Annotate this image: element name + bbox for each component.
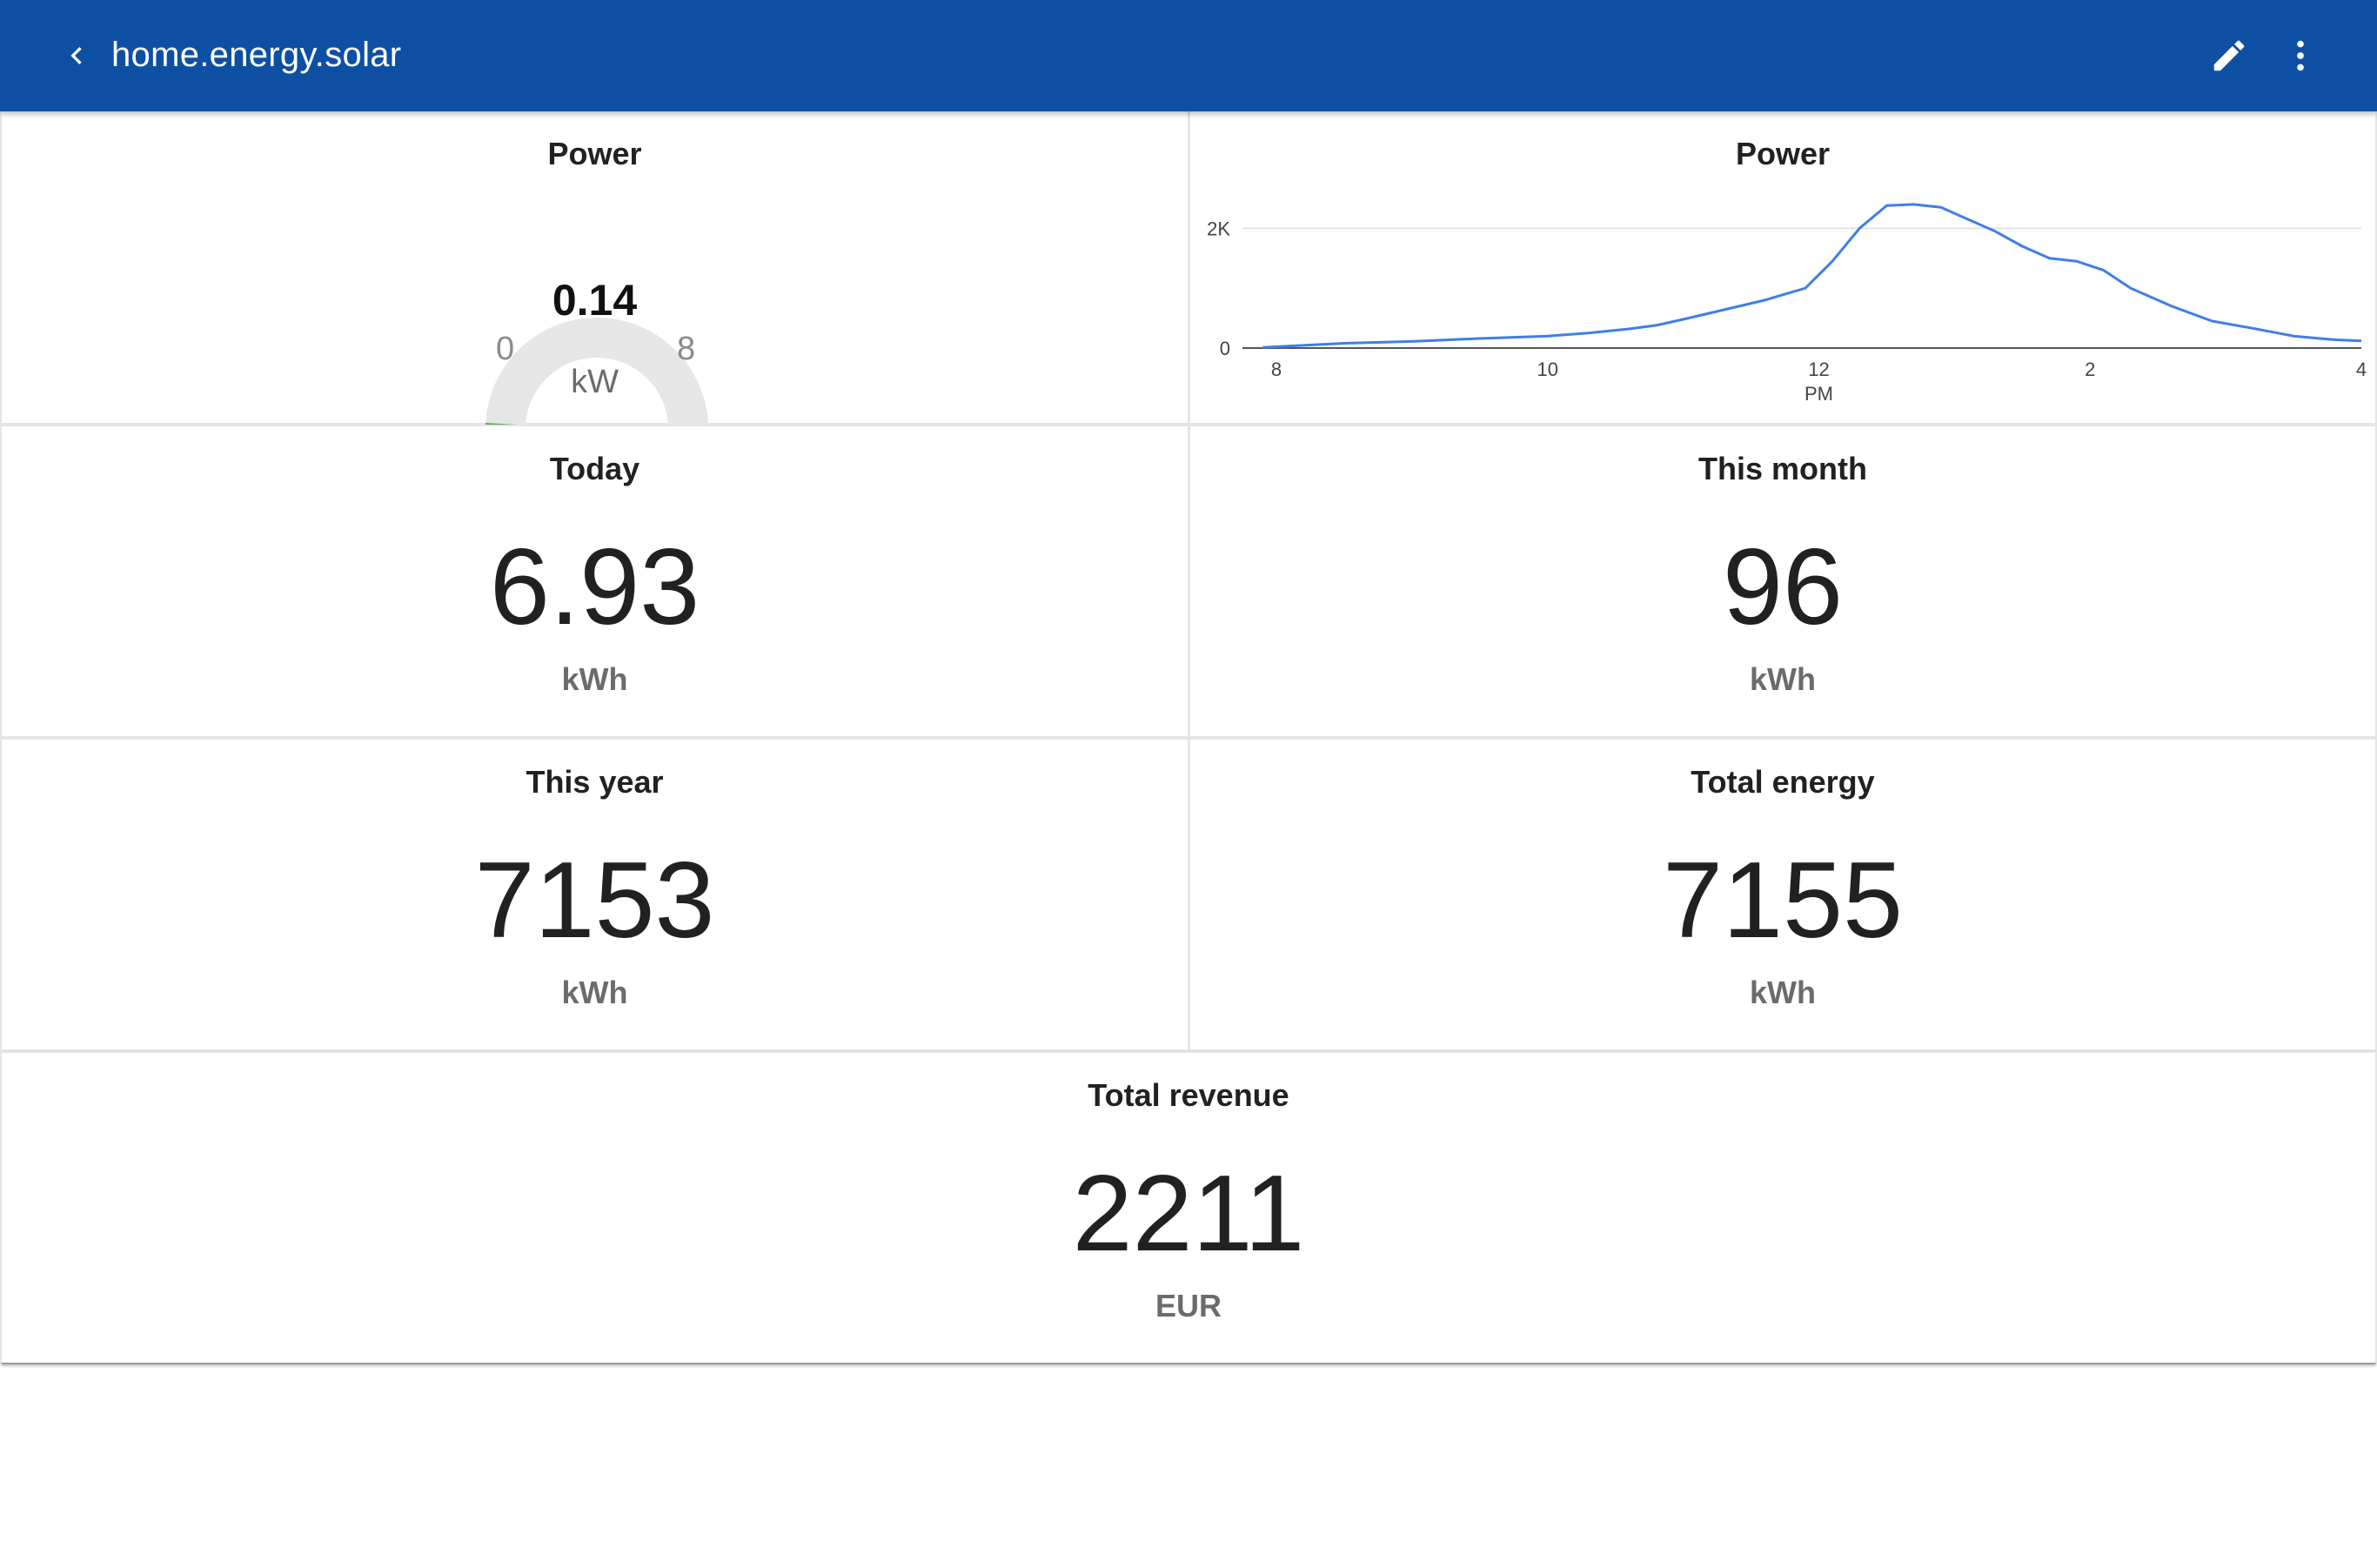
dashboard: Power 0.14 0 8 kW Power 0 2K 8 10 12 PM 2 4 Tod… (0, 111, 2377, 1364)
x-tick-label: 10 (1537, 358, 1557, 380)
power-series-line (1262, 203, 2362, 349)
gauge-track (485, 318, 708, 425)
app-bar: home.energy.solar (0, 0, 2377, 111)
page-title: home.energy.solar (111, 36, 402, 74)
this-month-card[interactable]: This month 96 kWh (1188, 425, 2377, 738)
x-tick-label: 2 (2085, 358, 2095, 380)
x-tick-sublabel: PM (1805, 383, 1833, 405)
this-year-card[interactable]: This year 7153 kWh (0, 738, 1189, 1051)
this-month-unit: kWh (1750, 661, 1816, 697)
card-title: Today (549, 451, 640, 486)
this-year-value: 7153 (474, 841, 715, 961)
this-year-unit: kWh (561, 975, 628, 1010)
back-button[interactable] (50, 30, 103, 82)
gauge-min-label: 0 (496, 331, 515, 367)
today-value: 6.93 (489, 527, 700, 647)
pencil-icon (2213, 40, 2245, 71)
y-tick-label: 0 (1220, 338, 1230, 359)
card-title: Power (1735, 136, 1831, 171)
more-vertical-icon (2297, 40, 2304, 71)
x-tick-label: 8 (1271, 358, 1282, 380)
total-energy-unit: kWh (1750, 975, 1816, 1010)
x-tick-label: 4 (2356, 358, 2367, 380)
today-unit: kWh (561, 661, 628, 697)
total-revenue-card[interactable]: Total revenue 2211 EUR (0, 1051, 2377, 1364)
this-month-value: 96 (1723, 527, 1843, 647)
edit-button[interactable] (2201, 28, 2257, 84)
today-card[interactable]: Today 6.93 kWh (0, 425, 1189, 738)
chevron-left-icon (70, 47, 82, 64)
card-title: This year (526, 764, 664, 800)
power-gauge (485, 318, 708, 425)
card-title: Total revenue (1088, 1077, 1289, 1113)
power-history-card[interactable]: Power 0 2K 8 10 12 PM 2 4 (1188, 111, 2377, 425)
gauge-value: 0.14 (552, 276, 638, 325)
total-revenue-value: 2211 (1072, 1154, 1305, 1274)
y-tick-label: 2K (1207, 218, 1230, 239)
gauge-unit: kW (571, 364, 619, 400)
more-options-button[interactable] (2273, 28, 2328, 84)
total-energy-value: 7155 (1663, 841, 1903, 961)
total-energy-card[interactable]: Total energy 7155 kWh (1188, 738, 2377, 1051)
power-gauge-card[interactable]: Power 0.14 0 8 kW (0, 111, 1189, 425)
card-title: Total energy (1691, 764, 1875, 800)
card-title: This month (1698, 451, 1867, 486)
total-revenue-unit: EUR (1155, 1288, 1222, 1323)
x-tick-label: 12 (1808, 358, 1829, 380)
card-title: Power (547, 136, 642, 171)
power-history-chart: 0 2K 8 10 12 PM 2 4 (1207, 203, 2367, 405)
gauge-max-label: 8 (677, 331, 696, 367)
